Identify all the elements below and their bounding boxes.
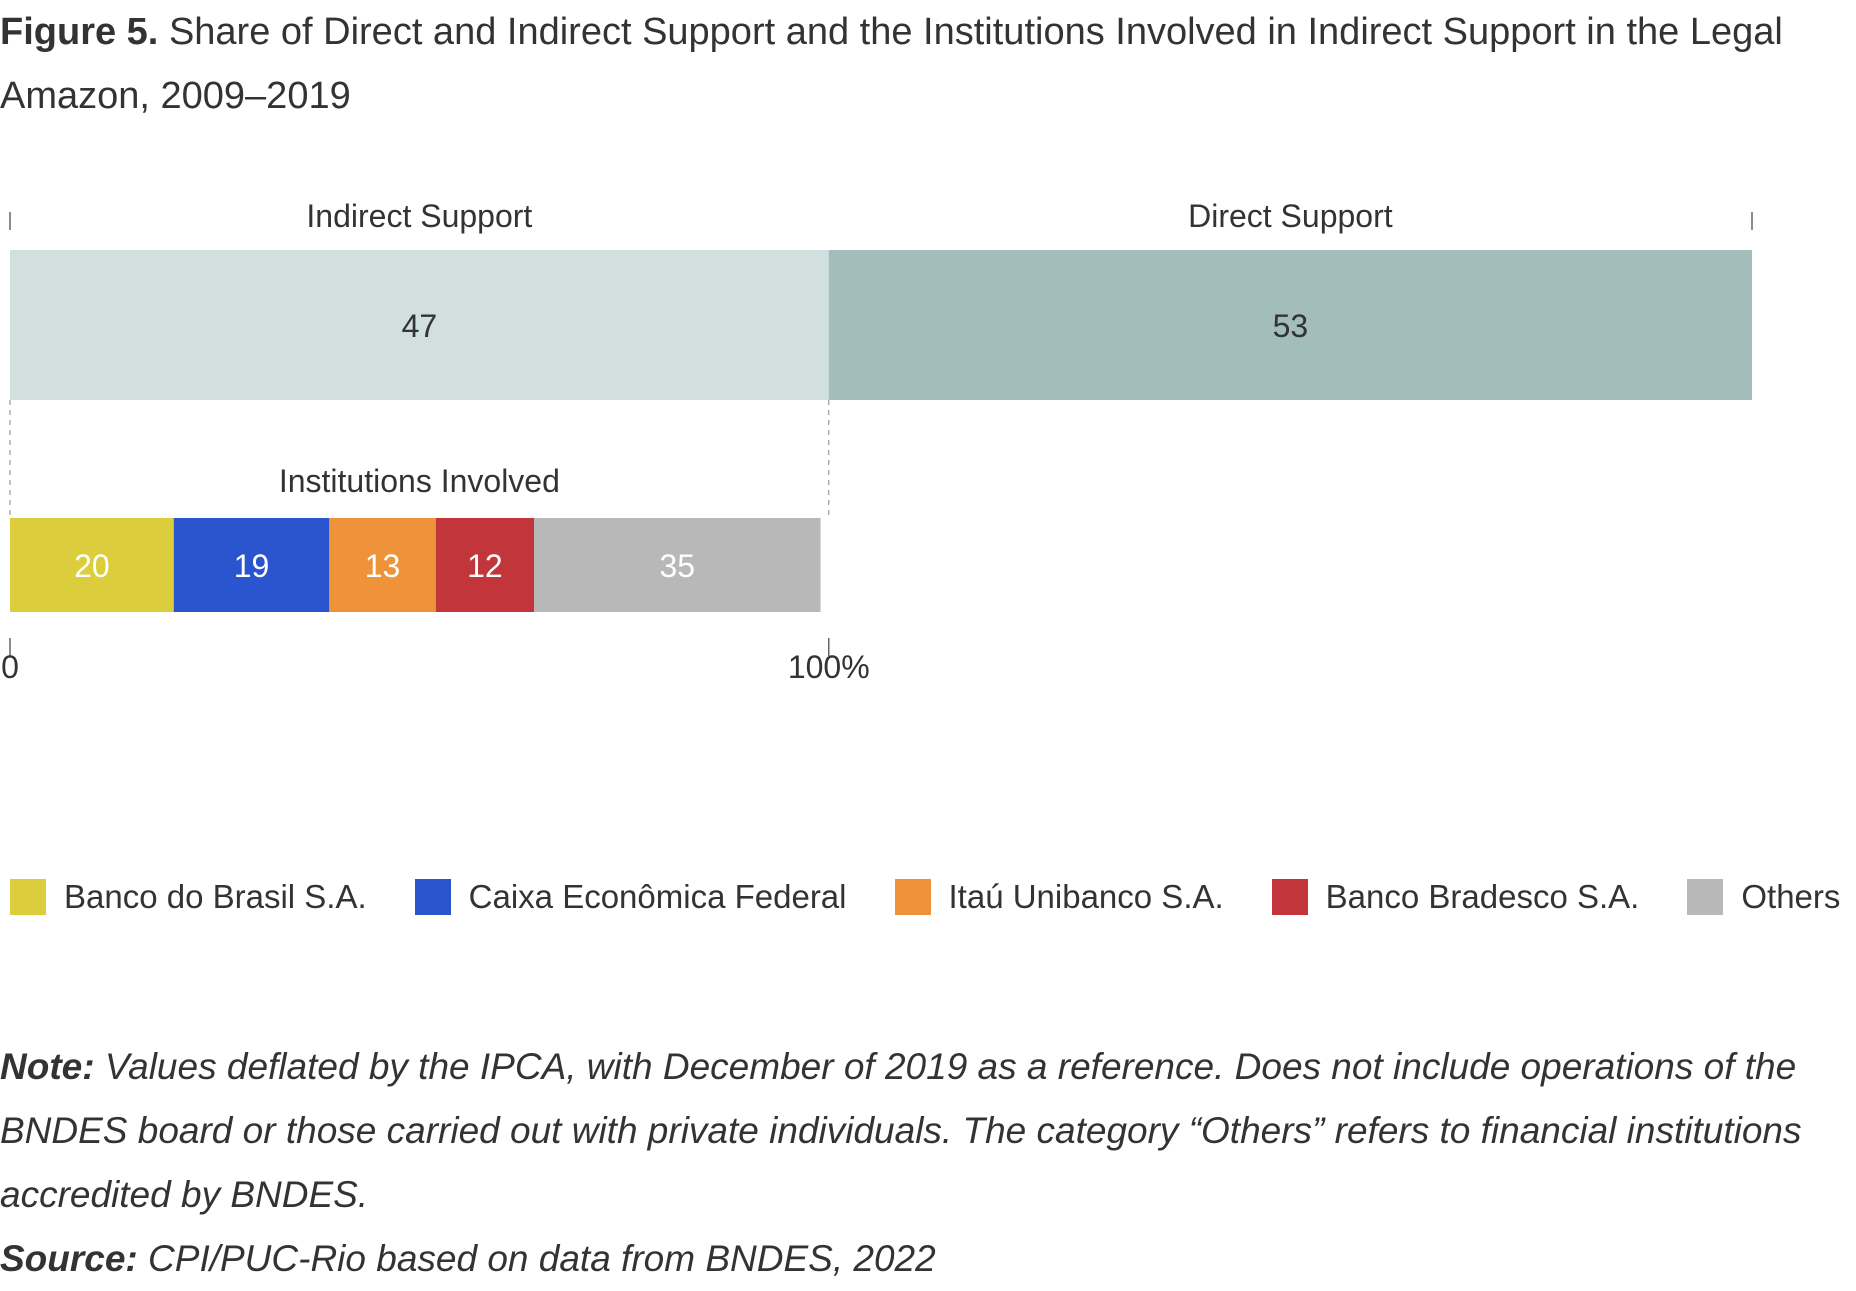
notes: Note: Values deflated by the IPCA, with … [0, 1035, 1850, 1291]
top-bar-segment [828, 250, 1752, 400]
figure-label: Figure 5. [0, 11, 159, 53]
legend-swatch [1271, 879, 1308, 915]
legend-label: Banco do Brasil S.A. [64, 878, 367, 915]
institution-bar-value-label: 13 [365, 548, 401, 584]
figure-title-text: Share of Direct and Indirect Support and… [0, 11, 1783, 117]
top-bar-value-label: 53 [1273, 308, 1309, 344]
institution-bar-segment [435, 518, 534, 612]
institution-bar-segment [329, 518, 436, 612]
note-paragraph: Note: Values deflated by the IPCA, with … [0, 1035, 1850, 1227]
top-bar-segment [10, 250, 829, 400]
legend-swatch [1687, 879, 1724, 915]
note-label: Note: [0, 1046, 95, 1087]
top-category-label: Direct Support [1188, 200, 1393, 234]
bottom-axis-label-end: 100% [788, 649, 870, 685]
top-axis-label-start: 0 [1, 200, 19, 206]
institution-bar-value-label: 20 [74, 548, 110, 584]
top-axis-label-end: 100% [1716, 200, 1798, 206]
legend-item: Others [1687, 878, 1840, 916]
bottom-axis-label-start: 0 [1, 649, 19, 685]
legend-label: Itaú Unibanco S.A. [948, 878, 1224, 915]
note-text: Values deflated by the IPCA, with Decemb… [0, 1046, 1802, 1215]
institution-bar-segment [533, 518, 821, 612]
legend-item: Banco Bradesco S.A. [1271, 878, 1640, 916]
source-text: CPI/PUC-Rio based on data from BNDES, 20… [148, 1238, 936, 1279]
legend-swatch [894, 879, 931, 915]
legend-item: Itaú Unibanco S.A. [894, 878, 1224, 916]
legend-item: Caixa Econômica Federal [414, 878, 847, 916]
institutions-title: Institutions Involved [279, 463, 560, 499]
top-category-label: Indirect Support [306, 200, 532, 234]
legend-item: Banco do Brasil S.A. [10, 878, 367, 916]
source-paragraph: Source: CPI/PUC-Rio based on data from B… [0, 1227, 1850, 1291]
legend-swatch [414, 879, 451, 915]
top-bar-value-label: 47 [402, 308, 438, 344]
chart: 0 100% 47 Indirect Support 53 Direct Support I… [1, 200, 1798, 685]
institution-bar-value-label: 19 [234, 548, 270, 584]
institution-bar-segment [10, 518, 174, 612]
institution-bar-value-label: 12 [467, 548, 503, 584]
legend-label: Banco Bradesco S.A. [1325, 878, 1640, 915]
legend-label: Caixa Econômica Federal [468, 878, 847, 915]
legend-swatch [10, 879, 46, 915]
source-label: Source: [0, 1238, 138, 1279]
institution-bar-segment [173, 518, 330, 612]
figure-title: Figure 5. Share of Direct and Indirect S… [0, 0, 1840, 128]
legend: Banco do Brasil S.A. Caixa Econômica Fede… [10, 878, 1856, 916]
institution-bar-value-label: 35 [659, 548, 695, 584]
legend-label: Others [1741, 878, 1841, 915]
